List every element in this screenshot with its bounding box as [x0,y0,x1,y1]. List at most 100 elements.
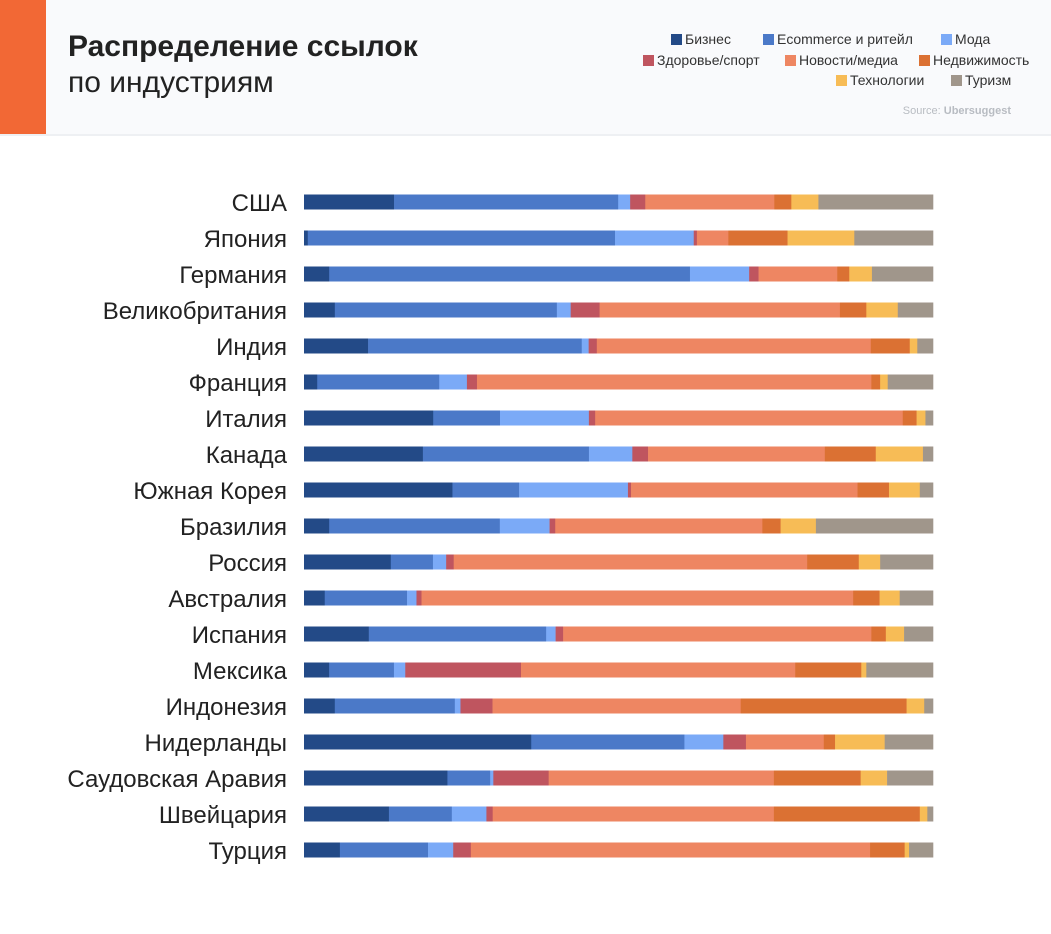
bar-segment-2 [499,518,550,534]
category-label: Канада [206,442,288,469]
bar-segment-4 [476,374,872,390]
bar-segment-6 [885,626,905,642]
legend-swatch [951,74,962,86]
legend-item-business: Бизнес [671,31,731,47]
bar-segment-2 [407,590,417,606]
bar-segment-2 [439,374,468,390]
bar-segment-7 [866,662,934,678]
bar-segment-0 [304,266,330,282]
bar-segment-6 [791,194,819,210]
chart-subtitle: по индустриям [68,66,274,99]
category-label: Индонезия [166,694,287,721]
category-label: Индия [216,334,287,361]
bar-segment-4 [631,482,858,498]
legend-item-realestate: Недвижимость [919,52,1029,68]
legend-item-ecommerce: Ecommerce и ритейл [763,31,913,47]
bar-segment-4 [492,806,775,822]
bar-segment-4 [453,554,808,570]
bar-segment-1 [329,266,691,282]
legend-swatch [941,33,952,45]
bar-segment-2 [490,770,494,786]
bar-segment-4 [548,770,775,786]
legend-swatch [785,54,796,66]
legend-item-tech: Технологии [836,72,924,88]
bar-segment-4 [492,698,742,714]
bar-segment-5 [762,518,781,534]
category-label: Австралия [168,586,287,613]
category-label: США [232,190,287,217]
bar-segment-1 [334,698,456,714]
bar-segment-0 [304,590,326,606]
category-label: Япония [204,226,287,253]
bar-segment-6 [835,734,885,750]
bar-segment-3 [416,590,422,606]
category-label: Россия [208,550,287,577]
bar-segment-3 [486,806,493,822]
bar-segment-7 [887,374,934,390]
bar-segment-0 [304,554,392,570]
bar-segment-5 [857,482,890,498]
bar-segment-2 [432,554,447,570]
category-label: Турция [208,838,287,865]
legend-label: Недвижимость [933,52,1030,68]
legend-label: Мода [955,31,991,47]
bar-segment-6 [861,662,867,678]
legend-label: Туризм [965,72,1012,88]
bar-segment-4 [555,518,763,534]
bar-segment-6 [916,410,926,426]
bar-segment-6 [880,374,889,390]
bar-segment-6 [909,338,918,354]
bar-segment-3 [723,734,747,750]
bar-segment-6 [858,554,881,570]
bar-segment-0 [304,446,424,462]
bar-segment-7 [818,194,934,210]
bar-segment-1 [307,230,616,246]
bar-segment-4 [758,266,838,282]
bar-segment-2 [393,662,406,678]
bar-segment-0 [304,770,448,786]
category-label: Бразилия [180,514,287,541]
legend-label: Здоровье/спорт [657,52,760,68]
bar-segment-7 [919,482,934,498]
bar-segment-6 [787,230,855,246]
bar-segment-3 [405,662,522,678]
bar-segment-3 [588,338,598,354]
bar-segment-5 [839,302,867,318]
bar-segment-5 [837,266,850,282]
bar-segment-0 [304,482,453,498]
bar-segment-6 [906,698,925,714]
bar-segment-5 [871,626,887,642]
bar-segment-0 [304,194,395,210]
bar-segment-7 [880,554,934,570]
bar-segment-4 [596,338,872,354]
bar-segment-0 [304,230,309,246]
bar-segment-2 [618,194,631,210]
bar-segment-0 [304,662,330,678]
bar-segment-3 [570,302,600,318]
bar-segment-1 [317,374,440,390]
bar-segment-3 [446,554,455,570]
bar-segment-6 [780,518,817,534]
bar-segment-5 [902,410,917,426]
bar-segment-5 [870,338,911,354]
bar-segment-3 [460,698,493,714]
bar-segment-3 [493,770,549,786]
bar-segment-2 [500,410,590,426]
bar-segment-2 [546,626,556,642]
bar-segment-7 [909,842,934,858]
bar-segment-3 [632,446,649,462]
bar-segment-6 [866,302,899,318]
bar-segment-3 [630,194,646,210]
bar-segment-6 [849,266,873,282]
legend-swatch [836,74,847,86]
chart-title: Распределение ссылок [68,30,418,63]
category-label: Великобритания [103,298,287,325]
bar-segment-2 [581,338,589,354]
bar-segment-5 [728,230,788,246]
bar-segment-1 [329,518,501,534]
bar-segment-7 [897,302,934,318]
legend-item-news: Новости/медиа [785,52,898,68]
bar-segment-0 [304,734,532,750]
bar-segment-4 [521,662,796,678]
legend-item-fashion: Мода [941,31,990,47]
